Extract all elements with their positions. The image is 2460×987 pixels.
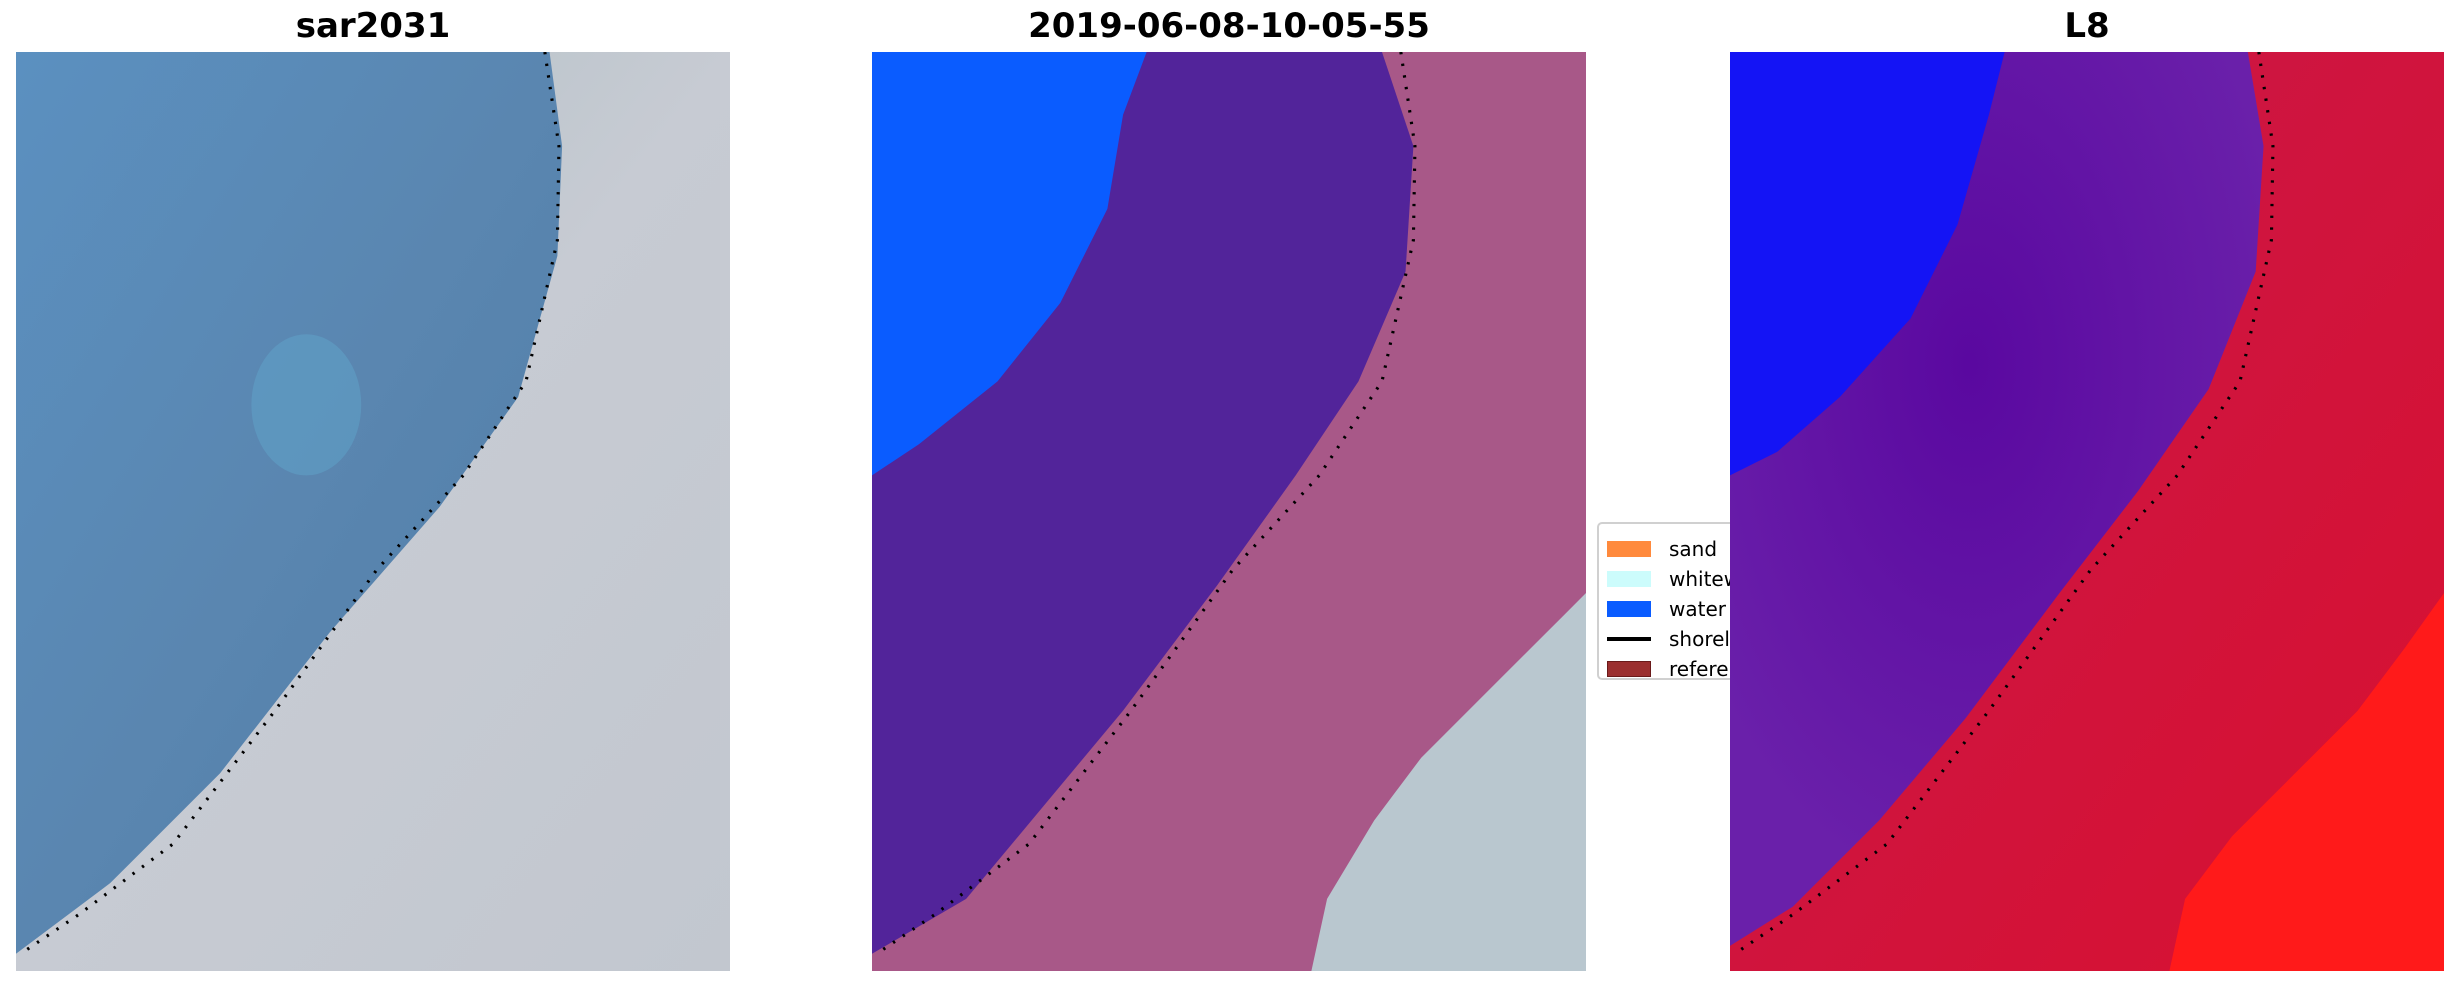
shoreline-line-swatch bbox=[1607, 637, 1651, 641]
legend-item-sand: sand bbox=[1607, 534, 1795, 564]
unclassified-land bbox=[1311, 593, 1586, 971]
shoreline bbox=[875, 52, 1417, 956]
whitewater-swatch bbox=[1607, 571, 1651, 587]
water-area bbox=[16, 52, 563, 954]
legend-item-shoreline: shorel bbox=[1607, 624, 1795, 654]
l8-panel bbox=[1730, 52, 2444, 971]
panel-title-sar: sar2031 bbox=[295, 6, 451, 46]
legend-item-reference: referen bbox=[1607, 654, 1795, 684]
rgb-image-panel bbox=[16, 52, 730, 971]
bright-land-area bbox=[2169, 593, 2444, 971]
water-class bbox=[872, 52, 1147, 476]
shoreline bbox=[1733, 52, 2275, 956]
legend-item-water: water bbox=[1607, 594, 1795, 624]
reference-swatch bbox=[1607, 661, 1651, 677]
panel-title-classification: 2019-06-08-10-05-55 bbox=[1028, 6, 1430, 46]
classification-panel bbox=[872, 52, 1586, 971]
sand-swatch bbox=[1607, 541, 1651, 557]
legend-item-whitewater: whitew bbox=[1607, 564, 1795, 594]
water-area-blue bbox=[1730, 52, 2005, 476]
shoreline bbox=[19, 52, 561, 956]
panel-title-l8: L8 bbox=[2064, 6, 2110, 46]
water-swatch bbox=[1607, 601, 1651, 617]
